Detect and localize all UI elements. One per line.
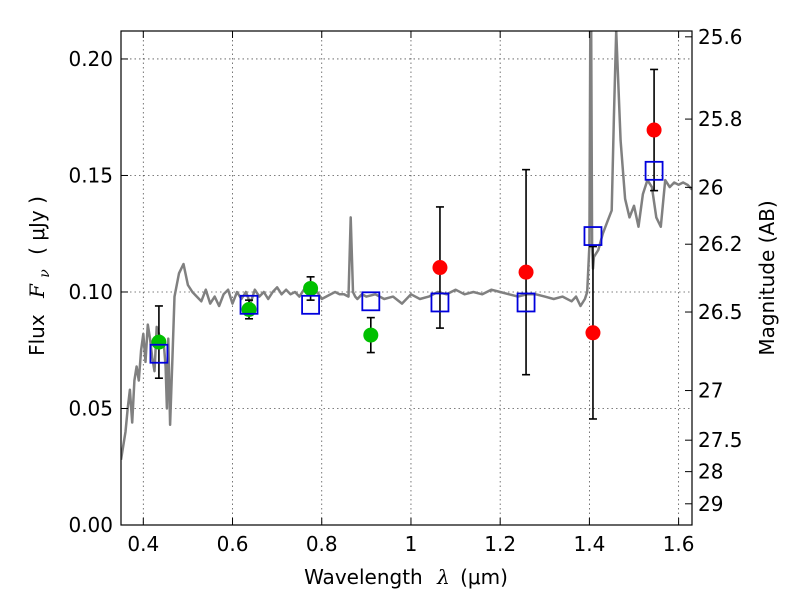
photometry-layer	[149, 68, 664, 420]
y-axis-label-text: Flux	[25, 314, 49, 356]
x-axis-label: Wavelength λ (μm)	[304, 565, 508, 589]
data-point	[585, 325, 601, 341]
x-tick-label: 0.4	[127, 532, 159, 556]
data-point	[303, 280, 319, 296]
y-tick-label: 0.15	[68, 163, 113, 187]
y-axis-label-unit: ( μJy )	[25, 196, 49, 255]
mag-tick-label: 28	[698, 460, 723, 484]
x-tick-label: 1.6	[663, 532, 695, 556]
data-point	[646, 122, 662, 138]
y-tick-label: 0.05	[68, 396, 113, 420]
model-point	[430, 292, 450, 313]
mag-tick-label: 26.5	[698, 300, 743, 324]
axis-ticks: 0.4 0.6 0.8 1 1.2 1.4 1.6 0.00 0.05 0.10 0.15 0.20 2…	[68, 25, 742, 556]
x-tick-label: 0.8	[306, 532, 338, 556]
x-tick-label: 1.2	[484, 532, 516, 556]
mag-tick-label: 26	[698, 175, 723, 199]
model-point	[239, 294, 259, 315]
x-axis-label-symbol: λ	[436, 565, 450, 589]
plot-frame	[120, 30, 693, 526]
model-point	[361, 291, 381, 312]
right-axis-label: Magnitude (AB)	[755, 200, 779, 355]
model-point	[644, 160, 664, 181]
x-tick-label: 1.4	[573, 532, 605, 556]
model-point	[583, 226, 603, 246]
x-tick-label: 1	[405, 532, 418, 556]
x-axis-label-text: Wavelength	[304, 565, 423, 589]
data-point	[151, 334, 167, 350]
data-point	[363, 327, 379, 343]
model-point	[149, 343, 169, 364]
mag-tick-label: 25.8	[698, 107, 743, 131]
y-axis-label-symbol: F	[25, 283, 49, 299]
mag-tick-label: 27.5	[698, 428, 743, 452]
x-axis-label-unit: (μm)	[460, 565, 508, 589]
x-tick-label: 0.6	[217, 532, 249, 556]
y-tick-label: 0.00	[68, 513, 113, 537]
y-tick-label: 0.10	[68, 280, 113, 304]
mag-tick-label: 26.2	[698, 232, 743, 256]
y-axis-label: Flux F ν ( μJy )	[25, 196, 54, 356]
model-point	[516, 292, 536, 313]
data-point	[518, 264, 534, 280]
data-point	[241, 301, 257, 317]
mag-tick-label: 29	[698, 492, 723, 516]
model-point	[301, 294, 320, 315]
y-tick-label: 0.20	[68, 47, 113, 71]
y-axis-label-subscript: ν	[37, 269, 53, 278]
mag-tick-label: 25.6	[698, 25, 743, 49]
data-point	[432, 260, 448, 276]
mag-tick-label: 27	[698, 379, 723, 403]
